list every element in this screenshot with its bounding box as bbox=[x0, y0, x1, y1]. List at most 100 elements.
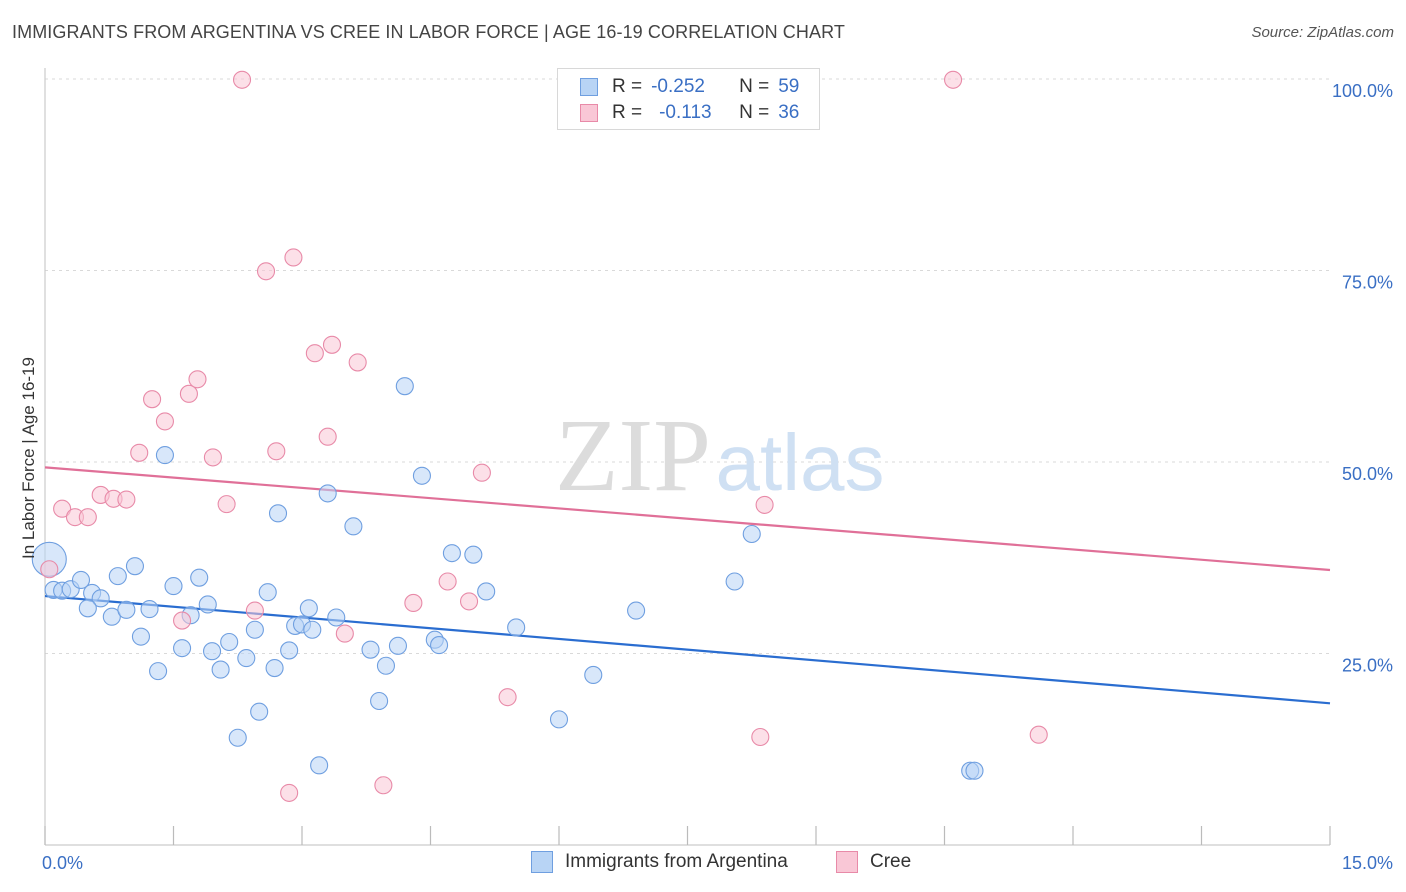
point-cree bbox=[280, 783, 299, 802]
n-value: 36 bbox=[778, 102, 800, 123]
legend-row-argentina: R = -0.252 N = 59 bbox=[580, 75, 799, 99]
point-cree bbox=[143, 390, 162, 409]
n-label: N = bbox=[739, 76, 770, 97]
trendline-argentina bbox=[44, 594, 1331, 705]
point-argentina bbox=[220, 632, 239, 652]
y-tick-label: 50.0% bbox=[1342, 464, 1393, 484]
watermark-atlas: atlas bbox=[716, 418, 885, 507]
point-argentina bbox=[370, 691, 389, 711]
point-argentina bbox=[430, 636, 449, 655]
point-argentina bbox=[395, 377, 414, 396]
point-argentina bbox=[265, 659, 284, 678]
point-argentina bbox=[164, 577, 183, 596]
y-tick-label: 75.0% bbox=[1342, 273, 1393, 293]
point-cree bbox=[1029, 725, 1048, 744]
point-cree bbox=[232, 70, 252, 89]
point-argentina bbox=[140, 600, 159, 619]
point-cree bbox=[117, 490, 136, 509]
point-argentina bbox=[442, 544, 461, 563]
y-tick-label: 25.0% bbox=[1342, 656, 1393, 676]
point-argentina bbox=[412, 466, 431, 485]
point-cree bbox=[318, 427, 337, 446]
point-cree bbox=[267, 442, 286, 461]
point-argentina bbox=[149, 662, 168, 681]
legend-swatch-pink bbox=[836, 851, 858, 873]
point-cree bbox=[374, 776, 393, 795]
point-argentina bbox=[91, 589, 110, 608]
r-label: R = bbox=[612, 76, 643, 97]
point-argentina bbox=[203, 642, 222, 661]
grid-lines bbox=[45, 78, 1330, 654]
legend-label: Cree bbox=[870, 851, 912, 872]
point-cree bbox=[944, 70, 963, 89]
legend-item-cree[interactable]: Cree bbox=[836, 851, 911, 873]
point-argentina bbox=[627, 601, 646, 620]
point-argentina bbox=[228, 728, 247, 747]
point-cree bbox=[155, 412, 174, 431]
chart-title: IMMIGRANTS FROM ARGENTINA VS CREE IN LAB… bbox=[12, 22, 845, 42]
x-tick-label: 0.0% bbox=[42, 853, 83, 873]
point-argentina bbox=[584, 665, 603, 684]
tick-labels: 25.0% 50.0% 75.0% 100.0% 0.0% 15.0% bbox=[42, 81, 1393, 873]
point-cree bbox=[438, 572, 457, 591]
point-cree bbox=[335, 624, 354, 643]
point-argentina bbox=[299, 599, 318, 618]
trendline-cree bbox=[44, 466, 1331, 572]
legend-swatch-blue bbox=[580, 78, 598, 96]
point-cree bbox=[472, 463, 491, 482]
axes bbox=[44, 68, 1331, 846]
n-value: 59 bbox=[778, 76, 800, 97]
point-cree bbox=[78, 508, 97, 527]
point-argentina bbox=[71, 570, 91, 590]
point-argentina bbox=[361, 640, 380, 659]
point-argentina bbox=[117, 600, 136, 619]
point-cree bbox=[284, 248, 303, 267]
point-cree bbox=[40, 560, 59, 579]
x-tick-label: 15.0% bbox=[1342, 853, 1393, 873]
point-cree bbox=[404, 593, 423, 612]
point-argentina bbox=[327, 608, 346, 627]
y-axis-label: In Labor Force | Age 16-19 bbox=[19, 357, 38, 559]
point-argentina bbox=[477, 582, 496, 601]
point-cree bbox=[322, 335, 342, 354]
point-cree bbox=[498, 688, 517, 707]
point-cree bbox=[217, 495, 236, 514]
point-argentina bbox=[310, 756, 329, 775]
point-argentina bbox=[344, 517, 363, 536]
point-argentina bbox=[173, 639, 192, 658]
point-argentina bbox=[742, 524, 761, 544]
correlation-legend: R = -0.252 N = 59 R = -0.113 N = 36 bbox=[557, 68, 820, 130]
point-cree bbox=[751, 727, 770, 747]
point-argentina bbox=[318, 484, 337, 503]
point-cree bbox=[188, 370, 207, 389]
point-argentina bbox=[245, 620, 264, 639]
point-argentina bbox=[155, 446, 174, 465]
point-argentina bbox=[108, 567, 127, 586]
point-cree bbox=[179, 384, 198, 403]
point-argentina bbox=[190, 568, 209, 587]
watermark-zip: ZIP bbox=[555, 398, 711, 513]
data-points bbox=[31, 70, 1048, 802]
point-argentina bbox=[250, 702, 269, 721]
point-argentina bbox=[102, 607, 121, 626]
legend-swatch-blue bbox=[531, 851, 553, 873]
point-argentina bbox=[388, 636, 407, 655]
r-label: R = bbox=[612, 102, 643, 123]
point-cree bbox=[305, 344, 324, 363]
legend-swatch-pink bbox=[580, 104, 598, 122]
source-credit: Source: ZipAtlas.com bbox=[1251, 24, 1394, 41]
point-cree bbox=[53, 499, 72, 518]
point-argentina bbox=[303, 620, 322, 639]
point-argentina bbox=[376, 656, 396, 675]
legend-label: Immigrants from Argentina bbox=[565, 851, 788, 872]
y-tick-label: 100.0% bbox=[1332, 81, 1393, 101]
point-argentina bbox=[131, 627, 150, 646]
point-cree bbox=[755, 495, 774, 514]
point-argentina bbox=[280, 641, 299, 660]
point-argentina bbox=[125, 557, 144, 576]
point-argentina bbox=[211, 660, 230, 679]
point-argentina bbox=[198, 595, 217, 614]
legend-item-argentina[interactable]: Immigrants from Argentina bbox=[531, 851, 788, 873]
point-argentina bbox=[268, 504, 288, 523]
